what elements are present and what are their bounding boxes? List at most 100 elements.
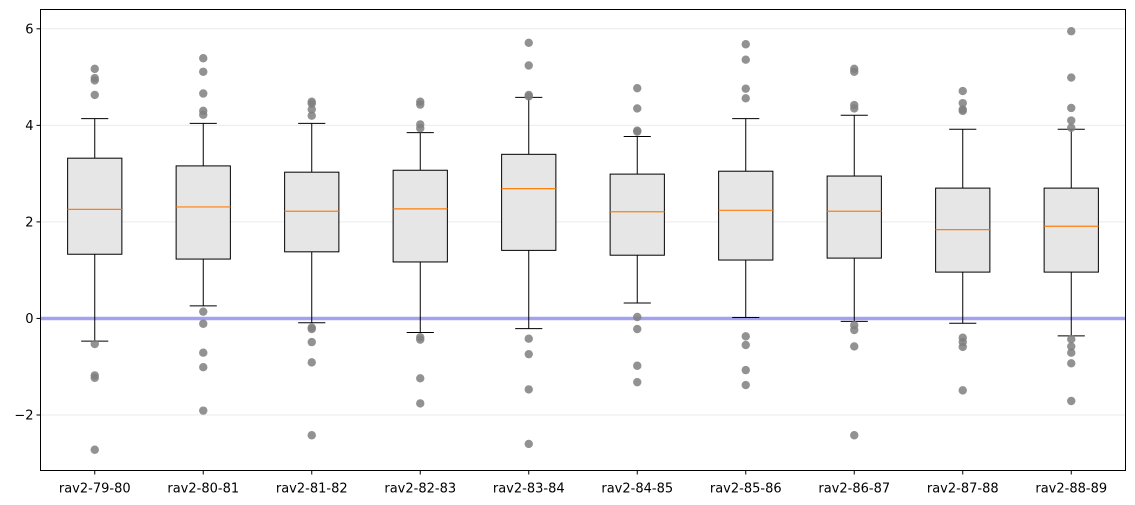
outlier-point xyxy=(741,84,750,93)
y-axis: −2 0 2 4 6 xyxy=(14,22,41,423)
outlier-point xyxy=(524,349,533,359)
outlier-point xyxy=(1067,116,1076,125)
outlier-point xyxy=(90,76,99,85)
outlier-point xyxy=(199,348,208,357)
box-rav2-81-82 xyxy=(284,122,340,324)
outlier-point xyxy=(633,324,642,334)
box-rav2-79-80 xyxy=(67,118,123,342)
outlier-point xyxy=(307,324,316,334)
outlier-point xyxy=(199,54,208,63)
iqr-box xyxy=(501,153,557,251)
outlier-point xyxy=(633,83,642,93)
x-tick-label: rav2-80-81 xyxy=(167,482,239,497)
outlier-point xyxy=(741,94,750,103)
outlier-point xyxy=(307,358,316,367)
outlier-point xyxy=(1067,73,1076,82)
iqr-box xyxy=(826,175,882,259)
outlier-point xyxy=(1067,342,1076,351)
outlier-point xyxy=(850,325,859,335)
x-tick-label: rav2-87-88 xyxy=(927,482,999,497)
y-tick-label: 6 xyxy=(25,22,33,37)
outlier-point xyxy=(199,362,208,372)
plot-area-frame xyxy=(40,9,1126,471)
outlier-point xyxy=(850,67,859,76)
outlier-point xyxy=(199,307,208,316)
x-tick-label: rav2-83-84 xyxy=(493,482,565,497)
iqr-box xyxy=(392,169,448,263)
y-tick-label: 2 xyxy=(25,215,33,230)
outlier-point xyxy=(90,90,99,100)
outlier-point xyxy=(90,373,99,383)
outlier-point xyxy=(633,127,642,136)
outlier-point xyxy=(199,110,208,119)
outlier-point xyxy=(958,98,967,108)
x-tick-label: rav2-81-82 xyxy=(276,482,348,497)
outlier-point xyxy=(633,377,642,387)
outlier-point xyxy=(416,335,425,344)
outlier-point xyxy=(1067,348,1076,357)
outlier-point xyxy=(633,361,642,370)
x-tick-label: rav2-79-80 xyxy=(59,482,131,497)
outlier-point xyxy=(524,61,533,70)
outlier-point xyxy=(524,439,533,449)
outlier-point xyxy=(850,431,859,440)
outlier-point xyxy=(524,385,533,394)
box-rav2-85-86 xyxy=(718,118,774,318)
x-tick-label: rav2-82-83 xyxy=(384,482,456,497)
iqr-box xyxy=(609,173,665,256)
outlier-point xyxy=(741,55,750,64)
outlier-point xyxy=(307,111,316,120)
outlier-point xyxy=(850,342,859,351)
outlier-point xyxy=(1067,27,1076,36)
outlier-point xyxy=(741,40,750,49)
outlier-point xyxy=(416,399,425,408)
outlier-point xyxy=(90,64,99,74)
outlier-point xyxy=(1067,396,1076,406)
outlier-point xyxy=(524,92,533,101)
y-tick-label: 4 xyxy=(25,119,33,134)
iqr-box xyxy=(284,171,340,253)
boxes-group xyxy=(67,96,1099,342)
outlier-point xyxy=(90,445,99,454)
outlier-point xyxy=(958,106,967,116)
outlier-point xyxy=(741,340,750,350)
iqr-box xyxy=(718,170,774,261)
outlier-point xyxy=(741,332,750,341)
x-tick-label: rav2-88-89 xyxy=(1035,482,1107,497)
outlier-point xyxy=(416,374,425,383)
outlier-point xyxy=(850,104,859,113)
y-tick-label: 0 xyxy=(25,312,33,327)
x-tick-label: rav2-85-86 xyxy=(710,482,782,497)
outlier-point xyxy=(958,342,967,352)
box-rav2-87-88 xyxy=(935,128,991,324)
iqr-box xyxy=(67,157,123,255)
outlier-point xyxy=(307,105,316,114)
box-rav2-84-85 xyxy=(609,135,665,304)
outlier-point xyxy=(1067,359,1076,368)
outlier-point xyxy=(416,100,425,109)
outlier-point xyxy=(307,99,316,108)
outlier-point xyxy=(524,38,533,48)
outlier-point xyxy=(524,334,533,343)
box-rav2-80-81 xyxy=(175,122,231,307)
box-rav2-83-84 xyxy=(501,96,557,330)
x-tick-label: rav2-86-87 xyxy=(818,482,890,497)
outlier-point xyxy=(199,319,208,328)
outlier-point xyxy=(1067,123,1076,132)
outlier-point xyxy=(633,312,642,322)
outlier-point xyxy=(958,386,967,395)
outlier-point xyxy=(307,337,316,347)
outlier-point xyxy=(741,380,750,390)
iqr-box xyxy=(1043,187,1099,273)
outlier-point xyxy=(741,365,750,375)
iqr-box xyxy=(175,165,231,260)
outlier-point xyxy=(1067,103,1076,113)
outlier-point xyxy=(199,89,208,98)
y-tick-label: −2 xyxy=(14,408,33,423)
box-rav2-86-87 xyxy=(826,114,882,322)
outlier-point xyxy=(958,86,967,96)
box-rav2-82-83 xyxy=(392,132,448,333)
outliers-group xyxy=(90,27,1076,454)
outlier-point xyxy=(416,124,425,133)
